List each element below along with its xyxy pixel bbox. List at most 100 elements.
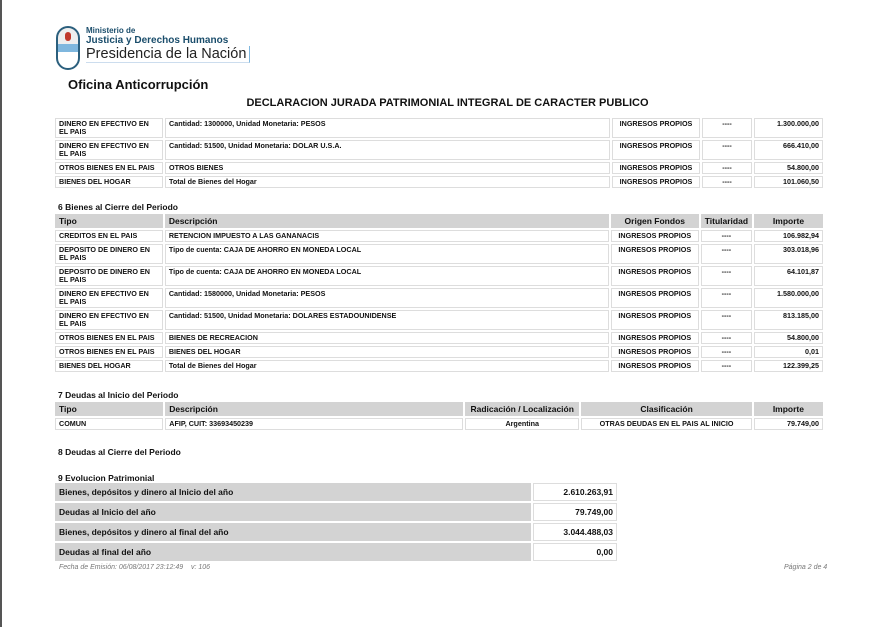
table-cell: 54.800,00 — [754, 332, 823, 344]
table-cell: ---- — [700, 332, 753, 344]
table-cell: 54.800,00 — [754, 162, 823, 174]
table-cell: Deudas al Inicio del año — [55, 503, 531, 521]
table-cell: 101.060,50 — [754, 176, 823, 188]
table-row: OTROS BIENES EN EL PAIS BIENES DE RECREAC… — [55, 332, 823, 344]
table-row: Bienes, depósitos y dinero al Inicio del… — [55, 483, 617, 501]
table-cell: ---- — [702, 162, 752, 174]
table-cell: 79.749,00 — [533, 503, 617, 521]
table-cell: BIENES DE RECREACION — [164, 332, 609, 344]
table-cell: 666.410,00 — [754, 140, 823, 160]
column-header: Importe — [754, 214, 823, 228]
table-row: DINERO EN EFECTIVO EN EL PAIS Cantidad: 1… — [55, 118, 823, 138]
table-cell: Bienes, depósitos y dinero al final del … — [55, 523, 531, 541]
table-cell: INGRESOS PROPIOS — [610, 288, 699, 308]
assets-close-table: Tipo Descripción Origen Fondos Titularidad I… — [53, 212, 825, 374]
column-header: Importe — [753, 402, 823, 416]
table-cell: 64.101,87 — [754, 266, 823, 286]
table-cell: Cantidad: 1300000, Unidad Monetaria: PES… — [165, 118, 610, 138]
table-cell: DINERO EN EFECTIVO EN EL PAIS — [55, 288, 163, 308]
table-cell: DINERO EN EFECTIVO EN EL PAIS — [55, 140, 163, 160]
table-row: OTROS BIENES EN EL PAIS OTROS BIENES INGRE… — [55, 162, 823, 174]
table-row: DEPOSITO DE DINERO EN EL PAIS Tipo de cue… — [55, 244, 823, 264]
table-cell: Tipo de cuenta: CAJA DE AHORRO EN MONEDA… — [164, 266, 609, 286]
table-cell: ---- — [702, 140, 752, 160]
debts-start-table: Tipo Descripción Radicación / Localización… — [53, 400, 825, 432]
table-cell: 303.018,96 — [754, 244, 823, 264]
table-cell: INGRESOS PROPIOS — [612, 176, 700, 188]
table-cell: OTROS BIENES EN EL PAIS — [55, 162, 163, 174]
table-cell: ---- — [700, 244, 753, 264]
table-row: Deudas al Inicio del año 79.749,00 — [55, 503, 617, 521]
table-cell: ---- — [700, 230, 753, 242]
table-cell: 1.300.000,00 — [754, 118, 823, 138]
footer-page: Página 2 de 4 — [784, 564, 828, 571]
column-header: Tipo — [55, 402, 164, 416]
section9-title: 9 Evolucion Patrimonial — [58, 473, 155, 483]
table-cell: 1.580.000,00 — [754, 288, 823, 308]
section6-title: 6 Bienes al Cierre del Periodo — [58, 202, 178, 212]
logo-line1: Ministerio de — [86, 26, 136, 35]
table-cell: OTRAS DEUDAS EN EL PAIS AL INICIO — [581, 418, 752, 430]
table-cell: 79.749,00 — [753, 418, 823, 430]
column-header: Tipo — [55, 214, 163, 228]
column-header: Radicación / Localización — [465, 402, 580, 416]
table-cell: ---- — [700, 346, 753, 358]
table-cell: CREDITOS EN EL PAIS — [55, 230, 163, 242]
table-row: BIENES DEL HOGAR Total de Bienes del Hoga… — [55, 176, 823, 188]
table-cell: Deudas al final del año — [55, 543, 531, 561]
table-cell: OTROS BIENES — [165, 162, 610, 174]
evolution-table: Bienes, depósitos y dinero al Inicio del… — [53, 481, 619, 563]
table-cell: DINERO EN EFECTIVO EN EL PAIS — [55, 310, 163, 330]
logo-line3: Presidencia de la Nación — [86, 46, 251, 63]
table-cell: INGRESOS PROPIOS — [610, 310, 699, 330]
table-header: Tipo Descripción Origen Fondos Titularidad I… — [55, 214, 823, 228]
table-row: DINERO EN EFECTIVO EN EL PAIS Cantidad: 1… — [55, 288, 823, 308]
table-cell: DINERO EN EFECTIVO EN EL PAIS — [55, 118, 163, 138]
table-cell: 122.399,25 — [754, 360, 823, 372]
column-header: Titularidad — [700, 214, 753, 228]
table-cell: Cantidad: 51500, Unidad Monetaria: DOLAR… — [164, 310, 609, 330]
column-header: Descripción — [165, 402, 464, 416]
table-cell: INGRESOS PROPIOS — [610, 244, 699, 264]
table-cell: COMUN — [55, 418, 164, 430]
table-row: Deudas al final del año 0,00 — [55, 543, 617, 561]
document-title: DECLARACION JURADA PATRIMONIAL INTEGRAL … — [246, 97, 649, 109]
table-row: DINERO EN EFECTIVO EN EL PAIS Cantidad: 5… — [55, 310, 823, 330]
logo-line2: Justicia y Derechos Humanos — [86, 35, 229, 46]
table-cell: DEPOSITO DE DINERO EN EL PAIS — [55, 266, 163, 286]
column-header: Clasificación — [581, 402, 752, 416]
table-cell: 3.044.488,03 — [533, 523, 617, 541]
table-cell: INGRESOS PROPIOS — [610, 230, 699, 242]
table-cell: INGRESOS PROPIOS — [610, 360, 699, 372]
table-cell: Cantidad: 51500, Unidad Monetaria: DOLAR… — [165, 140, 610, 160]
section7-title: 7 Deudas al Inicio del Periodo — [58, 390, 179, 400]
table-row: CREDITOS EN EL PAIS RETENCION IMPUESTO A … — [55, 230, 823, 242]
table-cell: BIENES DEL HOGAR — [164, 346, 609, 358]
office-name: Oficina Anticorrupción — [68, 77, 209, 92]
table-cell: ---- — [700, 288, 753, 308]
table-cell: OTROS BIENES EN EL PAIS — [55, 332, 163, 344]
table-cell: INGRESOS PROPIOS — [612, 140, 700, 160]
table-cell: BIENES DEL HOGAR — [55, 360, 163, 372]
table-cell: ---- — [700, 310, 753, 330]
table-cell: AFIP, CUIT: 33693450239 — [165, 418, 464, 430]
table-cell: 106.982,94 — [754, 230, 823, 242]
table-row: Bienes, depósitos y dinero al final del … — [55, 523, 617, 541]
table-cell: INGRESOS PROPIOS — [612, 162, 700, 174]
table-cell: Total de Bienes del Hogar — [165, 176, 610, 188]
table-cell: 0,00 — [533, 543, 617, 561]
table-cell: BIENES DEL HOGAR — [55, 176, 163, 188]
table-cell: DEPOSITO DE DINERO EN EL PAIS — [55, 244, 163, 264]
ministry-logo: Ministerio de Justicia y Derechos Humano… — [56, 26, 251, 70]
table-row: DEPOSITO DE DINERO EN EL PAIS Tipo de cue… — [55, 266, 823, 286]
column-header: Descripción — [164, 214, 609, 228]
table-cell: INGRESOS PROPIOS — [610, 332, 699, 344]
table-cell: Bienes, depósitos y dinero al Inicio del… — [55, 483, 531, 501]
table-cell: INGRESOS PROPIOS — [610, 266, 699, 286]
table-row: OTROS BIENES EN EL PAIS BIENES DEL HOGAR I… — [55, 346, 823, 358]
table-cell: INGRESOS PROPIOS — [612, 118, 700, 138]
section8-title: 8 Deudas al Cierre del Periodo — [58, 447, 181, 457]
table-cell: OTROS BIENES EN EL PAIS — [55, 346, 163, 358]
table-row: BIENES DEL HOGAR Total de Bienes del Hoga… — [55, 360, 823, 372]
coat-of-arms-icon — [56, 26, 80, 70]
